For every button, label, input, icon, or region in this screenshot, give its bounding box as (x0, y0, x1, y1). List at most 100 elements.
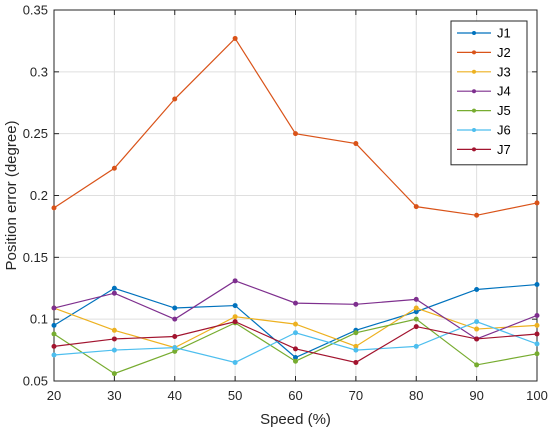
legend-item: J7 (457, 142, 511, 157)
x-tick-label: 90 (469, 388, 483, 403)
data-point (111, 336, 117, 342)
data-point (111, 290, 117, 296)
x-tick-label: 70 (349, 388, 363, 403)
data-point (293, 346, 298, 352)
data-point (111, 327, 117, 333)
y-tick-label: 0.2 (30, 188, 48, 203)
data-point (413, 296, 419, 302)
x-tick-label: 80 (409, 388, 423, 403)
legend-marker (472, 147, 476, 152)
data-point (51, 331, 57, 337)
x-axis-label: Speed (%) (260, 411, 331, 428)
data-point (413, 305, 419, 311)
data-point (111, 371, 117, 377)
x-tick-label: 50 (228, 388, 242, 403)
legend: J1 J2 J3 J4 J5 J6 J7 (450, 20, 528, 166)
data-point (353, 359, 359, 365)
legend-label: J5 (497, 103, 511, 118)
data-point (413, 324, 419, 330)
legend-item: J3 (457, 64, 511, 79)
legend-label: J6 (497, 123, 511, 138)
x-tick-label: 60 (288, 388, 302, 403)
data-point (353, 330, 359, 336)
series-j6 (51, 319, 540, 365)
data-point (534, 312, 540, 318)
data-point (474, 326, 480, 332)
data-point (232, 359, 238, 365)
data-point (534, 351, 540, 357)
x-tick-label: 20 (47, 388, 61, 403)
data-point (353, 301, 359, 307)
legend-label: J7 (497, 142, 511, 157)
data-point (51, 305, 57, 311)
data-point (232, 314, 238, 320)
series-j4 (51, 278, 540, 342)
data-point (111, 165, 117, 171)
data-point (353, 141, 359, 147)
data-point (353, 347, 359, 353)
data-point (51, 205, 57, 211)
data-point (172, 305, 178, 311)
data-point (232, 303, 238, 309)
data-point (51, 322, 57, 328)
legend-marker (472, 69, 476, 74)
data-point (534, 341, 540, 347)
y-axis-label: Position error (degree) (3, 120, 20, 270)
legend-item: J2 (457, 45, 511, 60)
y-tick-label: 0.1 (30, 312, 48, 327)
data-point (413, 316, 419, 322)
y-tick-label: 0.15 (23, 250, 48, 265)
x-tick-label: 30 (107, 388, 121, 403)
data-point (172, 345, 178, 351)
data-point (534, 282, 540, 288)
series-lines (51, 35, 540, 377)
x-tick-label: 40 (168, 388, 182, 403)
y-tick-label: 0.3 (30, 64, 48, 79)
data-point (534, 322, 540, 328)
data-point (172, 333, 178, 339)
data-point (474, 362, 480, 368)
legend-label: J1 (497, 26, 511, 41)
legend-marker (472, 50, 476, 55)
x-tick-label: 100 (526, 388, 548, 403)
data-point (413, 204, 419, 210)
series-j2 (51, 35, 540, 218)
data-point (293, 321, 298, 327)
data-point (232, 319, 238, 325)
y-tick-label: 0.35 (23, 3, 48, 18)
data-point (474, 212, 480, 218)
data-point (474, 336, 480, 342)
legend-label: J4 (497, 84, 511, 99)
legend-item: J4 (457, 84, 511, 99)
legend-marker (472, 128, 476, 132)
legend-label: J2 (497, 45, 511, 60)
series-j7 (51, 319, 540, 365)
data-point (293, 358, 298, 364)
grid (54, 10, 537, 381)
axis-ticks: 20 30 40 50 60 70 80 90 100 0.05 0.1 0.15 0.2 0.25 0.3… (23, 3, 548, 404)
y-tick-label: 0.05 (23, 374, 48, 389)
legend-box (450, 20, 528, 166)
data-point (172, 316, 178, 322)
data-point (172, 96, 178, 102)
data-point (293, 330, 298, 336)
data-point (534, 200, 540, 206)
series-j1 (51, 282, 540, 361)
data-point (293, 131, 298, 137)
legend-marker (472, 89, 476, 94)
data-point (534, 331, 540, 337)
data-point (474, 286, 480, 292)
data-point (413, 343, 419, 349)
data-point (111, 347, 117, 353)
legend-item: J6 (457, 123, 511, 138)
data-point (51, 352, 57, 358)
data-point (51, 343, 57, 349)
data-point (232, 278, 238, 284)
legend-marker (472, 108, 476, 113)
data-point (111, 285, 117, 291)
legend-item: J5 (457, 103, 511, 118)
data-point (232, 35, 238, 41)
legend-label: J3 (497, 64, 511, 79)
